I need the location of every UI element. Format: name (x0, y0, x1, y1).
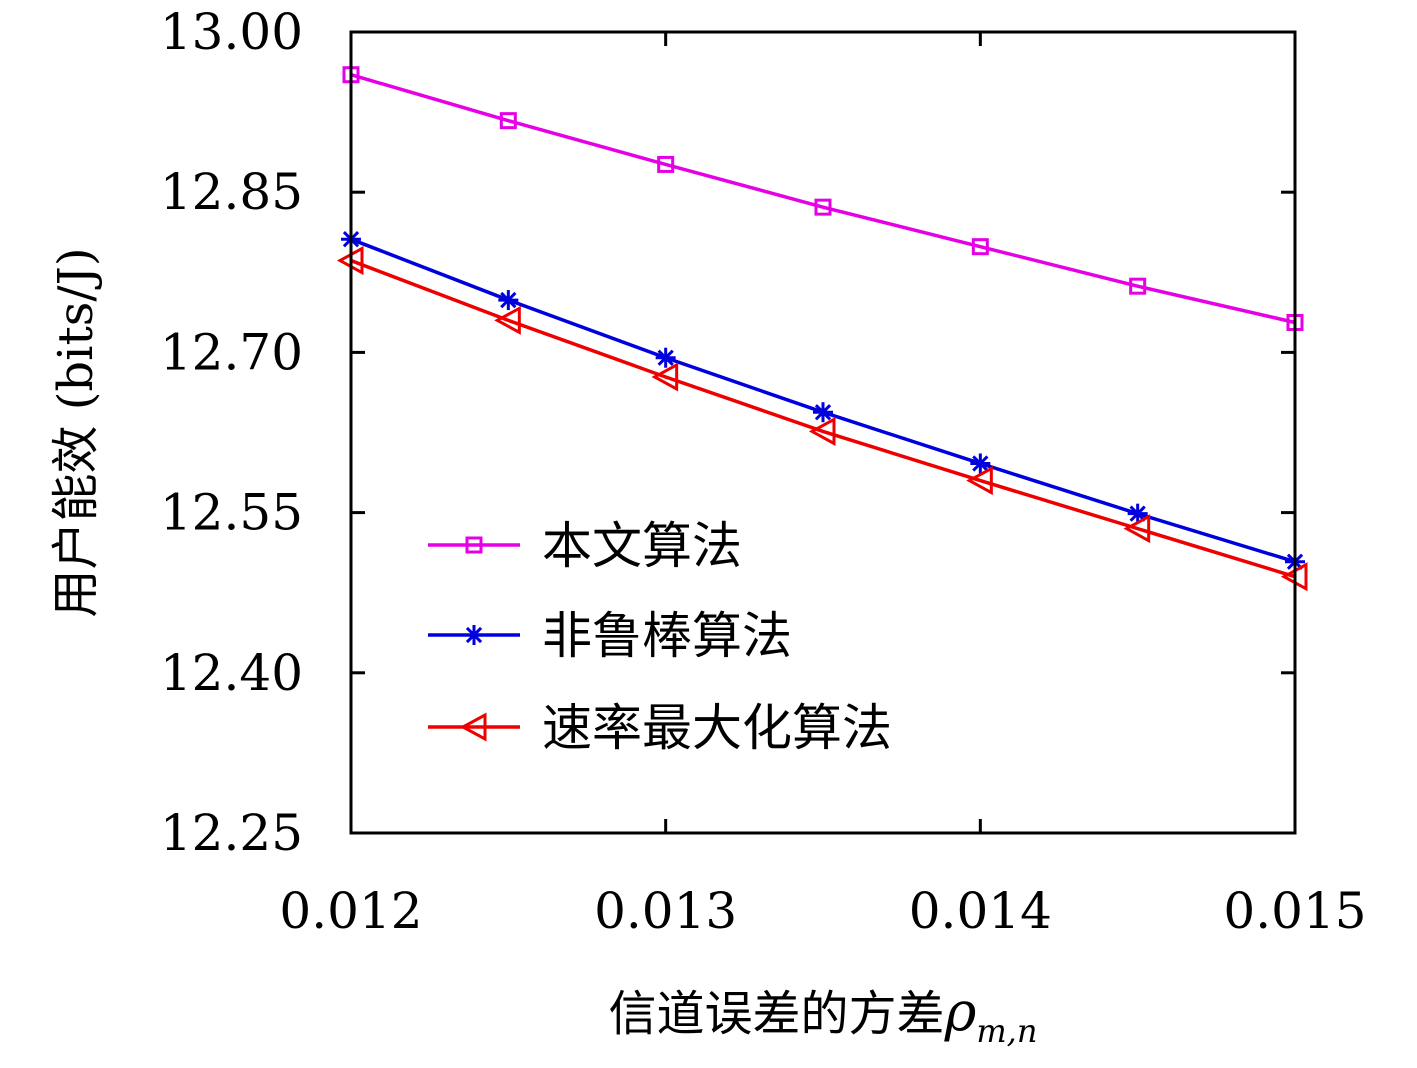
x-tick-label: 0.012 (279, 882, 422, 940)
legend-item: 本文算法 (428, 517, 742, 575)
legend-item: 非鲁棒算法 (428, 607, 792, 665)
data-point (459, 712, 487, 742)
x-axis-label-subscript: m,n (976, 1012, 1037, 1050)
data-point (814, 198, 832, 216)
y-tick-labels: 12.25 12.40 12.55 12.70 12.85 13.00 (160, 3, 303, 862)
legend-label: 非鲁棒算法 (542, 607, 792, 665)
series-line-2 (350, 258, 1296, 579)
series-lines (350, 73, 1296, 579)
data-point (1123, 514, 1151, 544)
y-axis-label: 用户能效 (bits/J) (48, 247, 104, 617)
data-point (808, 416, 836, 446)
y-tick-label: 12.25 (160, 804, 303, 862)
series-line-1 (350, 237, 1296, 564)
data-point (655, 347, 676, 368)
x-tick-label: 0.013 (594, 882, 737, 940)
x-axis-label-text: 信道误差的方差 (609, 986, 945, 1042)
data-point (971, 238, 989, 256)
data-point (464, 625, 484, 645)
data-point (1129, 277, 1147, 295)
x-axis-label: 信道误差的方差ρm,n (609, 980, 1038, 1050)
series-line-0 (350, 73, 1296, 325)
data-point (1127, 503, 1148, 524)
data-point (651, 362, 679, 392)
y-tick-label: 12.70 (160, 323, 303, 381)
data-point (465, 536, 483, 554)
series-markers (336, 66, 1308, 592)
data-point (498, 290, 519, 311)
plot-frame (349, 30, 1297, 835)
x-axis-label-symbol: ρ (944, 980, 977, 1043)
y-tick-label: 12.85 (160, 163, 303, 221)
legend-label: 本文算法 (542, 517, 742, 575)
data-point (494, 305, 521, 335)
y-tick-label: 12.40 (160, 644, 303, 702)
data-point (970, 453, 991, 474)
x-tick-label: 0.014 (909, 882, 1052, 940)
x-tick-labels: 0.012 0.013 0.014 0.015 (279, 882, 1366, 940)
legend-label: 速率最大化算法 (542, 699, 892, 757)
data-point (813, 402, 833, 423)
data-point (966, 466, 993, 496)
data-point (657, 155, 675, 173)
x-tick-label: 0.015 (1223, 882, 1366, 940)
data-point (499, 112, 517, 130)
legend-item: 速率最大化算法 (428, 699, 892, 757)
y-tick-label: 12.55 (160, 484, 303, 542)
y-tick-label: 13.00 (160, 3, 303, 61)
